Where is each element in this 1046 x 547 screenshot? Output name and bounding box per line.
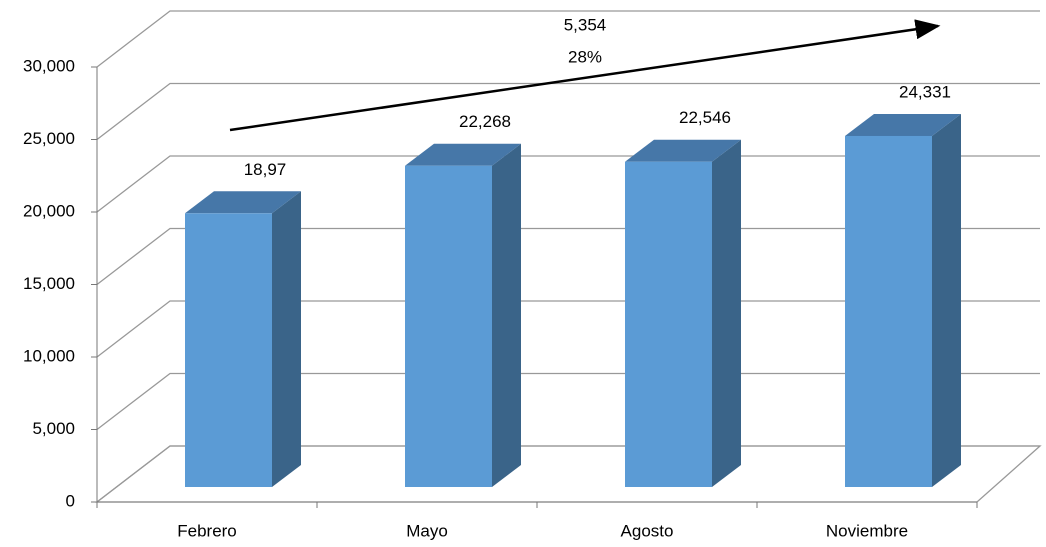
x-tick-label: Agosto [621,521,674,540]
bar-top [625,139,741,162]
x-tick-label: Febrero [177,521,237,540]
bar-front [185,213,272,488]
x-tick-label: Mayo [406,521,448,540]
bar-side [272,191,301,488]
bar [845,113,961,488]
y-tick-label: 10,000 [23,346,75,365]
bar-front [625,161,712,487]
bar-front [845,135,932,488]
y-tick-label: 20,000 [23,201,75,220]
value-label: 22,268 [459,112,511,131]
bar-top [845,113,961,136]
grid-line [96,372,1040,431]
trend-arrow [229,19,941,132]
value-label: 22,546 [679,108,731,127]
grid-line [96,300,1040,358]
bar-side [492,143,521,487]
bar [625,139,741,487]
annotation: 28% [568,47,602,66]
bar-top [185,191,301,214]
bar [405,143,521,487]
bar-side [932,113,961,487]
grid-line [96,445,1040,503]
value-label: 18,97 [244,160,287,179]
grid-line [96,10,1040,68]
annotation: 5,354 [564,15,607,34]
bar [185,191,301,488]
y-tick-label: 15,000 [23,274,75,293]
grid-line [96,155,1040,213]
bar-top [405,143,521,166]
grid-line [96,227,1040,286]
grid [91,10,1042,508]
bars [185,113,961,488]
bar-side [712,139,741,487]
y-tick-label: 25,000 [23,129,75,148]
x-tick-label: Noviembre [826,521,908,540]
grid-line [96,82,1040,141]
y-tick-label: 0 [66,491,75,510]
y-tick-label: 30,000 [23,56,75,75]
value-label: 24,331 [899,82,951,101]
bar-front [405,165,492,487]
y-tick-label: 5,000 [32,419,75,438]
